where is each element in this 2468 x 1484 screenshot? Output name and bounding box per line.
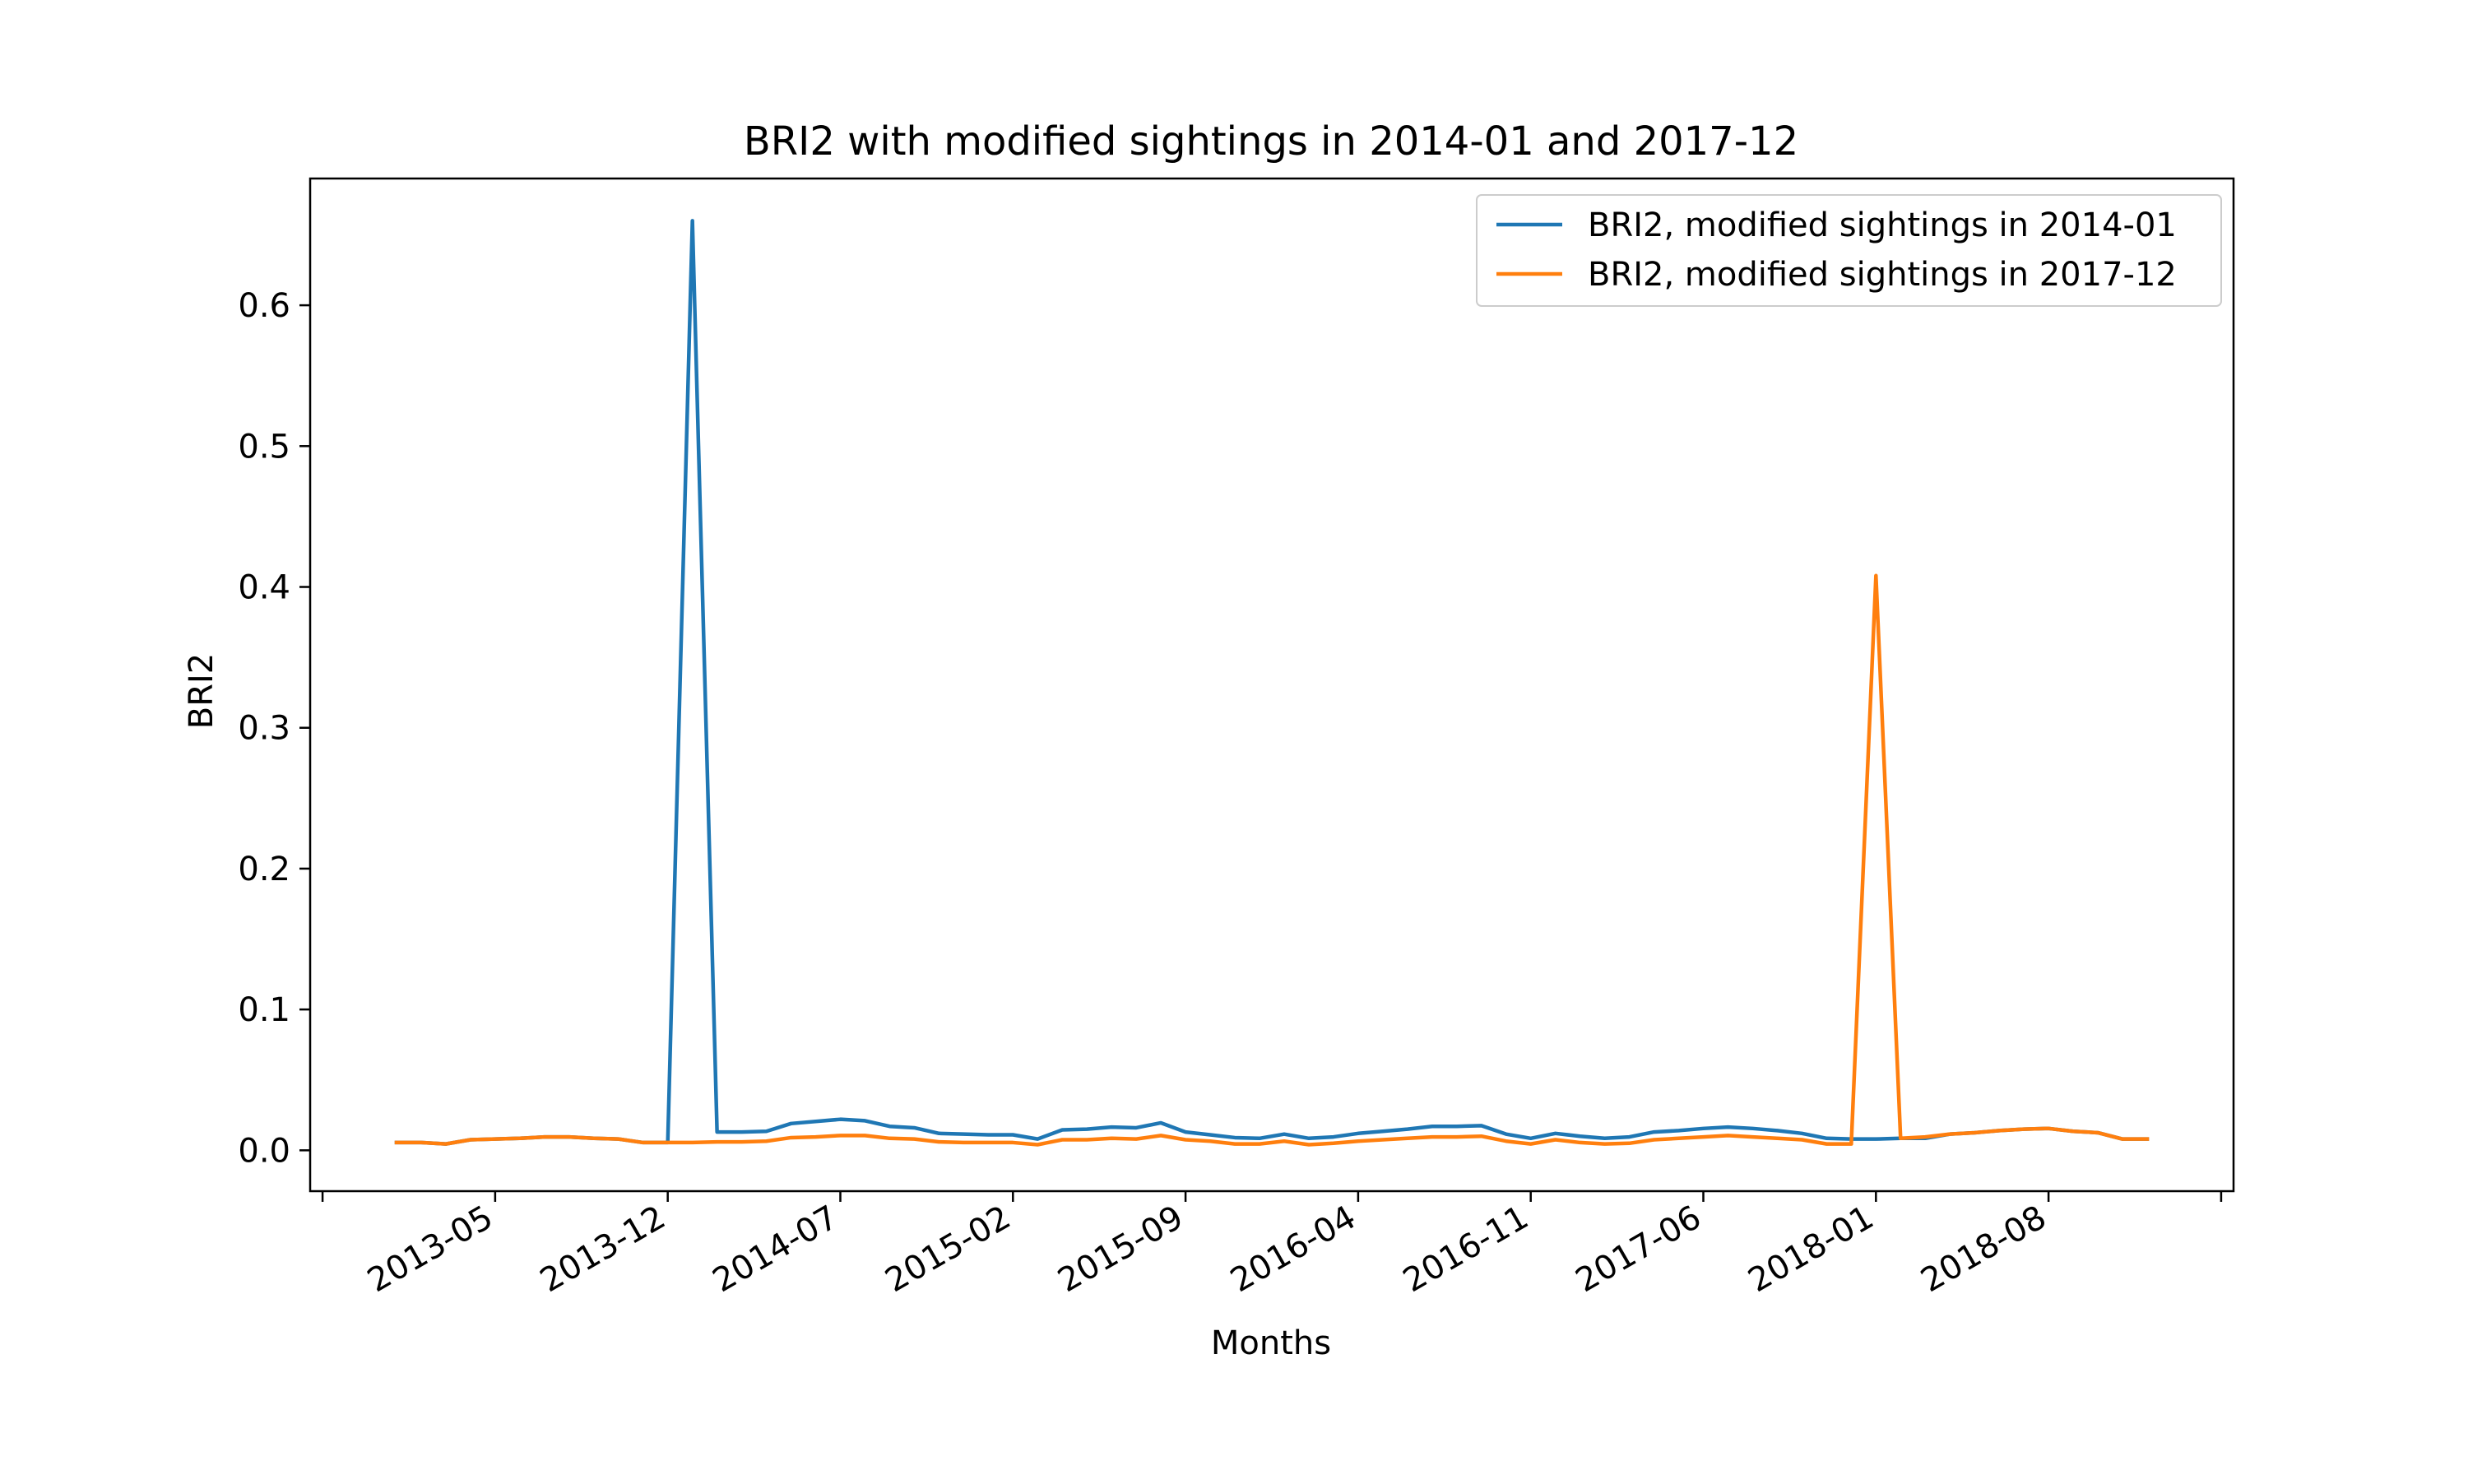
legend-label-1: BRI2, modified sightings in 2014-01 <box>1588 206 2177 244</box>
x-tick-label: 2018-01 <box>1742 1199 1881 1300</box>
plot-frame <box>308 177 2235 1193</box>
x-tick-label: 2017-06 <box>1570 1199 1708 1300</box>
legend-label-2: BRI2, modified sightings in 2017-12 <box>1588 256 2177 294</box>
x-axis-label: Months <box>1211 1324 1331 1362</box>
x-tick-label: 2015-09 <box>1051 1199 1190 1300</box>
y-axis-label: BRI2 <box>183 653 220 729</box>
chart-title: BRI2 with modified sightings in 2014-01 … <box>744 118 1798 165</box>
series-line-2 <box>394 573 2150 1147</box>
y-tick-label: 0.5 <box>238 428 290 466</box>
y-axis: 0.0 0.1 0.2 0.3 0.4 0.5 0.6 <box>238 287 310 1170</box>
x-tick-label: 2016-11 <box>1397 1199 1535 1300</box>
legend-box <box>1476 194 2222 307</box>
x-tick-label: 2015-02 <box>879 1199 1018 1300</box>
x-tick-label: 2013-12 <box>534 1199 672 1300</box>
y-tick-label: 0.4 <box>238 569 290 607</box>
legend: BRI2, modified sightings in 2014-01 BRI2,… <box>1476 194 2222 307</box>
y-tick-label: 0.0 <box>238 1132 290 1170</box>
y-tick-label: 0.2 <box>238 851 290 888</box>
x-tick-label: 2018-08 <box>1914 1199 2053 1300</box>
y-tick-label: 0.6 <box>238 287 290 325</box>
series-line-1 <box>394 219 2150 1146</box>
x-tick-label: 2013-05 <box>361 1199 499 1300</box>
y-tick-label: 0.3 <box>238 710 290 748</box>
plot-area <box>308 177 2235 1193</box>
y-tick-label: 0.1 <box>238 991 290 1029</box>
x-tick-label: 2014-07 <box>707 1199 845 1300</box>
x-tick-label: 2016-04 <box>1224 1199 1362 1300</box>
x-axis: 2013-05 2013-12 2014-07 2015-02 2015-09 2016-… <box>321 1191 2223 1300</box>
